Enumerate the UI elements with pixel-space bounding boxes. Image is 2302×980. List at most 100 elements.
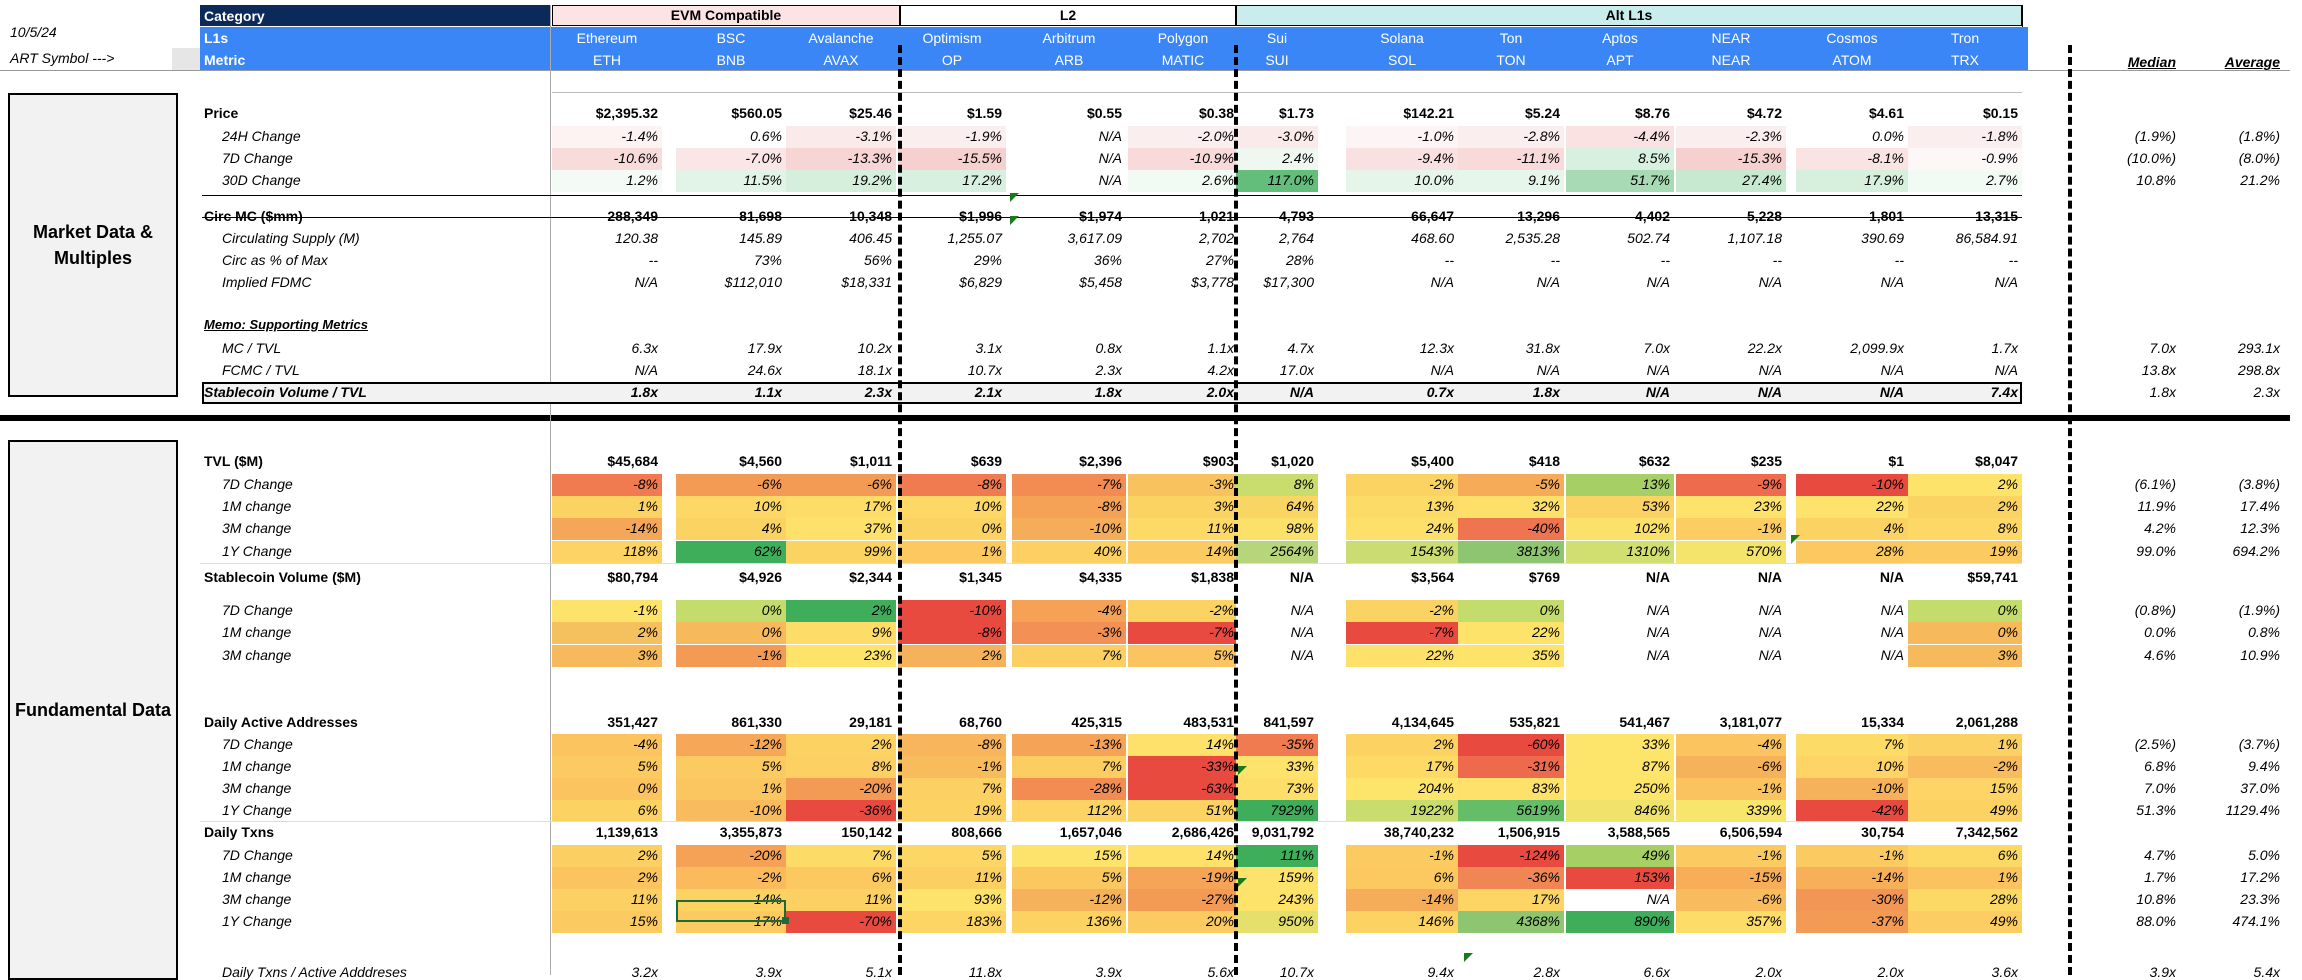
heat-cell (1566, 645, 1674, 667)
heat-cell (1458, 518, 1564, 540)
value-cell: -33% (1201, 758, 1234, 774)
chain-name-sui: Sui (1266, 30, 1288, 46)
value-cell: -1% (1757, 780, 1782, 796)
value-cell: 14% (1205, 847, 1234, 863)
heat-cell (676, 148, 786, 170)
value-cell: -2.8% (1523, 128, 1560, 144)
heat-cell (1458, 800, 1564, 822)
value-cell: 9.1% (1528, 172, 1560, 188)
value-cell: 14% (753, 891, 782, 907)
heat-cell (1566, 600, 1674, 622)
value-cell: 19.2% (852, 172, 892, 188)
value-cell: -2.0% (1197, 128, 1234, 144)
value-cell: N/A (1758, 647, 1782, 663)
value-cell: 0% (761, 624, 782, 640)
heat-cell (898, 622, 1006, 644)
fill-handle[interactable] (782, 917, 789, 924)
value-cell: -13.3% (847, 150, 892, 166)
heat-cell (1346, 622, 1458, 644)
value-cell: 1,107.18 (1727, 230, 1783, 246)
heat-cell (1676, 126, 1786, 148)
value-cell: 1,506,915 (1497, 824, 1560, 840)
row-label: Circ MC ($mm) (204, 208, 303, 224)
value-cell: 15,334 (1861, 714, 1904, 730)
heat-cell (1346, 170, 1458, 192)
average-header: Average (2224, 54, 2280, 70)
value-cell: 150,142 (841, 824, 892, 840)
value-cell: -1.0% (1417, 128, 1454, 144)
value-cell: 20% (1205, 913, 1234, 929)
section-market-data: Market Data & Multiples (8, 93, 178, 397)
daily-txns-rule (200, 821, 2022, 822)
value-cell: 159% (1278, 869, 1314, 885)
value-cell: -4% (1097, 602, 1122, 618)
heat-cell (1796, 496, 1908, 518)
value-cell: 93% (973, 891, 1002, 907)
median-value: 4.2% (2144, 520, 2176, 536)
value-cell: 6.3x (631, 340, 658, 356)
average-value: 2.3x (2253, 384, 2280, 400)
heat-cell (552, 845, 662, 867)
value-cell: N/A (1645, 384, 1670, 400)
heat-cell (898, 600, 1006, 622)
heat-cell (1236, 474, 1318, 496)
value-cell: 9% (871, 624, 892, 640)
value-cell: -40% (1527, 520, 1560, 536)
value-cell: 2% (871, 736, 892, 752)
average-value: 694.2% (2232, 543, 2280, 559)
value-cell: N/A (1646, 362, 1670, 378)
row-label: Stablecoin Volume ($M) (204, 569, 361, 585)
value-cell: -36% (1527, 869, 1560, 885)
heat-cell (676, 645, 786, 667)
heat-cell (1458, 622, 1564, 644)
heat-cell (1676, 600, 1786, 622)
heat-cell (1676, 148, 1786, 170)
value-cell: 1.8x (1094, 384, 1122, 400)
value-cell: -6% (867, 476, 892, 492)
value-cell: 1,139,613 (595, 824, 658, 840)
value-cell: 9,031,792 (1251, 824, 1314, 840)
value-cell: -2% (1993, 758, 2018, 774)
heat-cell (1908, 911, 2022, 933)
heat-cell (1796, 889, 1908, 911)
value-cell: -19% (1201, 869, 1234, 885)
selected-cell[interactable] (676, 900, 786, 922)
value-cell: $639 (970, 453, 1002, 469)
heat-cell (552, 148, 662, 170)
value-cell: 3,617.09 (1067, 230, 1123, 246)
value-cell: 28% (1875, 543, 1904, 559)
value-cell: 4368% (1516, 913, 1560, 929)
value-cell: $25.46 (849, 105, 892, 121)
value-cell: 36% (1093, 252, 1122, 268)
value-cell: 146% (1418, 913, 1454, 929)
heat-cell (1676, 496, 1786, 518)
value-cell: -4% (1757, 736, 1782, 752)
heat-cell (1346, 800, 1458, 822)
heat-cell (1128, 474, 1238, 496)
value-cell: $4,335 (1079, 569, 1122, 585)
value-cell: 17.0x (1279, 362, 1314, 378)
chain-symbol-eth: ETH (593, 52, 621, 68)
value-cell: 3,588,565 (1607, 824, 1670, 840)
value-cell: 3.2x (631, 964, 658, 980)
value-cell: 23% (863, 647, 892, 663)
value-cell: -11.1% (1516, 150, 1560, 166)
value-cell: -14% (625, 520, 658, 536)
value-cell: 7% (1883, 736, 1904, 752)
value-cell: 19% (1989, 543, 2018, 559)
value-cell: -10.6% (613, 150, 658, 166)
heat-cell (1128, 778, 1238, 800)
value-cell: -4% (633, 736, 658, 752)
heat-cell (1346, 867, 1458, 889)
value-cell: -10% (1871, 780, 1904, 796)
value-cell: 1.1x (754, 384, 782, 400)
heat-cell (1566, 496, 1674, 518)
average-value: (8.0%) (2238, 150, 2280, 166)
value-cell: $17,300 (1263, 274, 1314, 290)
value-cell: -2.3% (1745, 128, 1782, 144)
row-label: 1M change (222, 498, 292, 514)
heat-cell (1796, 845, 1908, 867)
value-cell: 2,764 (1278, 230, 1314, 246)
heat-cell (676, 496, 786, 518)
heat-cell (1236, 126, 1318, 148)
